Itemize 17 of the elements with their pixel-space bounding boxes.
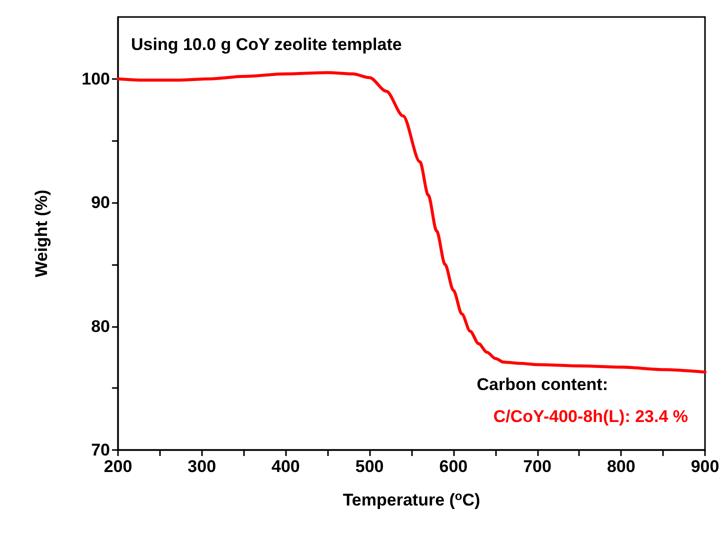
annotation: Using 10.0 g CoY zeolite template xyxy=(131,35,402,54)
x-tick-label: 300 xyxy=(188,457,216,476)
annotation: C/CoY-400-8h(L): 23.4 % xyxy=(493,407,688,426)
x-tick-label: 500 xyxy=(355,457,384,476)
x-tick-label: 700 xyxy=(523,457,552,476)
x-tick-label: 900 xyxy=(690,457,720,476)
x-tick-label: 600 xyxy=(439,457,468,476)
y-tick-label: 70 xyxy=(91,440,110,460)
x-tick-label: 400 xyxy=(272,457,300,476)
y-axis-title: Weight (%) xyxy=(32,190,51,278)
x-tick-label: 800 xyxy=(606,457,636,476)
annotation: Carbon content: xyxy=(476,375,608,394)
y-tick-label: 80 xyxy=(91,316,110,336)
y-tick-label: 90 xyxy=(91,193,110,212)
y-tick-label: 100 xyxy=(82,69,110,88)
line-series xyxy=(116,71,706,374)
x-tick-label: 200 xyxy=(104,457,132,476)
